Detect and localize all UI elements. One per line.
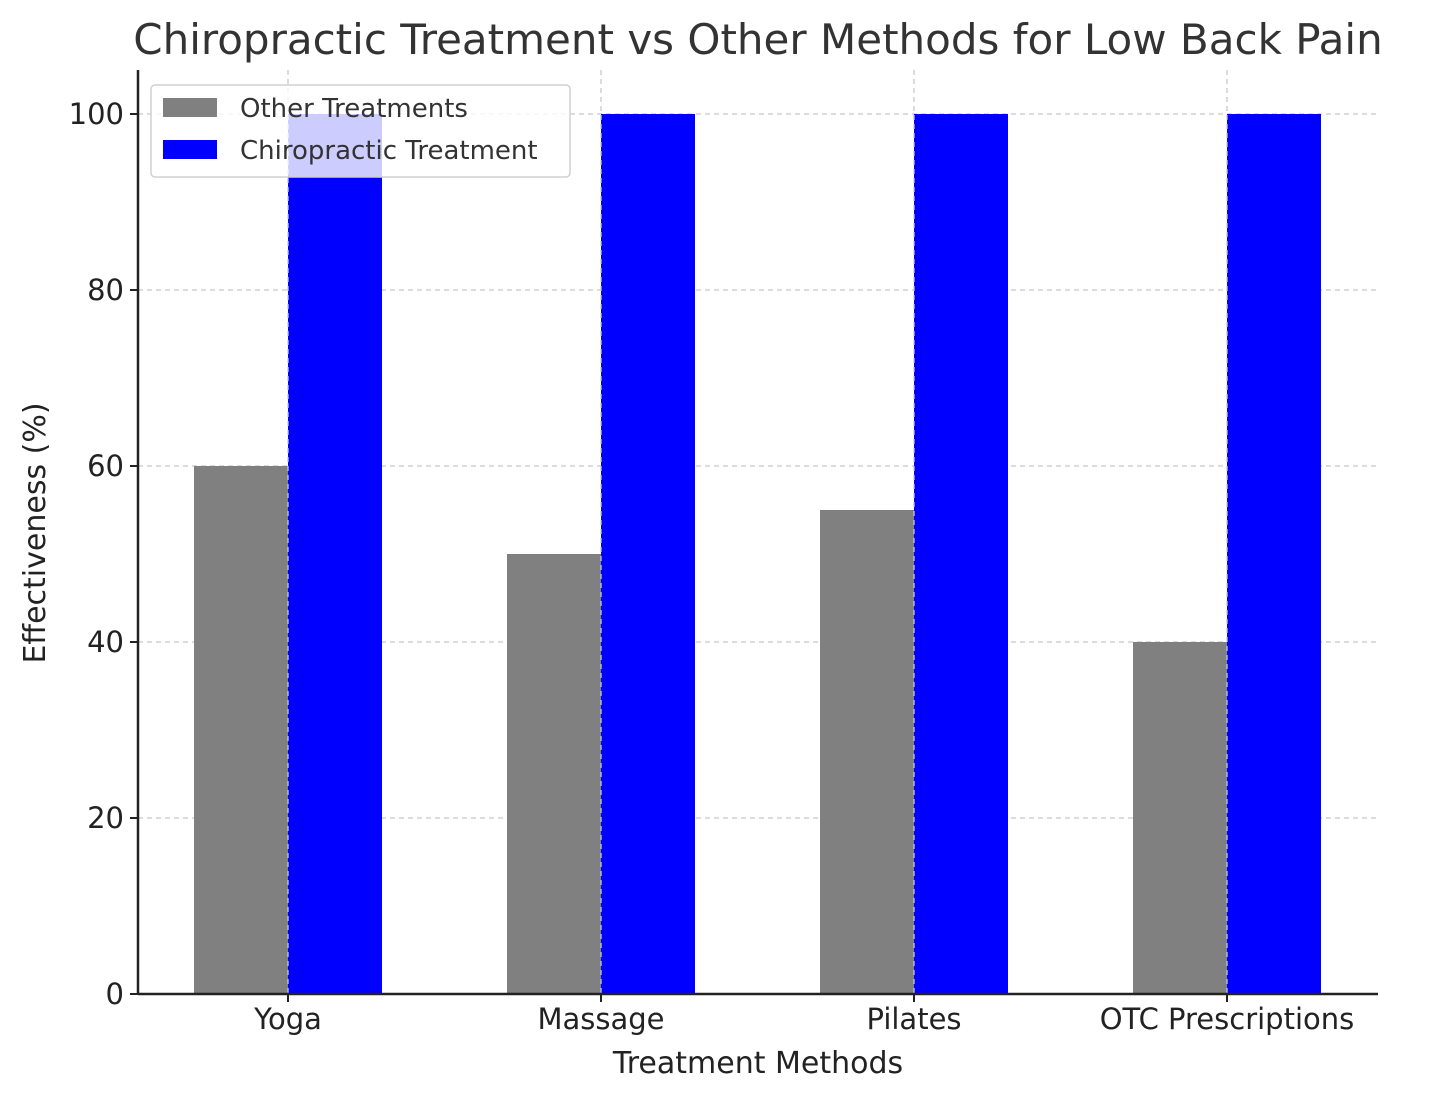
- bar-other-treatments-pilates: [820, 510, 914, 994]
- x-tick-label-yoga: Yoga: [253, 1002, 322, 1036]
- legend: Other Treatments Chiropractic Treatment: [150, 84, 571, 178]
- legend-label-other-treatments: Other Treatments: [240, 94, 468, 124]
- bar-chiropractic-treatment-massage: [601, 114, 695, 994]
- y-tick-label: 40: [87, 625, 124, 659]
- axes: [130, 70, 1378, 1002]
- bar-other-treatments-otc-prescriptions: [1133, 642, 1227, 994]
- y-tick-label: 0: [106, 977, 124, 1011]
- x-tick-label-otc-prescriptions: OTC Prescriptions: [1100, 1002, 1355, 1036]
- chart-title: Chiropractic Treatment vs Other Methods …: [133, 15, 1382, 64]
- bar-chiropractic-treatment-pilates: [914, 114, 1008, 994]
- legend-swatch-other-treatments: [163, 98, 217, 117]
- x-tick-label-pilates: Pilates: [866, 1002, 961, 1036]
- bars: [194, 114, 1321, 994]
- bar-other-treatments-massage: [507, 554, 601, 994]
- y-tick-label: 80: [87, 273, 124, 307]
- legend-swatch-chiropractic-treatment: [163, 140, 217, 159]
- legend-box: [150, 84, 571, 178]
- y-tick-label: 100: [69, 97, 124, 131]
- y-axis-label: Effectiveness (%): [18, 402, 53, 663]
- bar-other-treatments-yoga: [194, 466, 288, 994]
- bar-chiropractic-treatment-yoga: [288, 114, 382, 994]
- tick-labels: 0 20 40 60 80 100 Yoga Massage Pilates OTC Prescr…: [69, 97, 1355, 1036]
- bar-chiropractic-treatment-otc-prescriptions: [1227, 114, 1321, 994]
- x-axis-label: Treatment Methods: [612, 1046, 903, 1081]
- legend-label-chiropractic-treatment: Chiropractic Treatment: [240, 136, 538, 166]
- y-tick-label: 20: [87, 801, 124, 835]
- x-tick-label-massage: Massage: [537, 1002, 664, 1036]
- y-tick-label: 60: [87, 449, 124, 483]
